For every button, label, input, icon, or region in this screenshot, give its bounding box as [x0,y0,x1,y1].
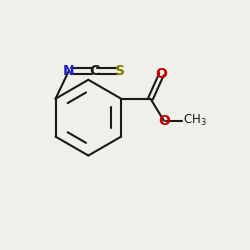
Text: N: N [63,64,75,78]
Text: C: C [90,64,100,78]
Text: O: O [158,114,170,128]
Text: S: S [115,64,125,78]
Text: O: O [156,67,168,81]
Text: CH$_3$: CH$_3$ [184,113,207,128]
